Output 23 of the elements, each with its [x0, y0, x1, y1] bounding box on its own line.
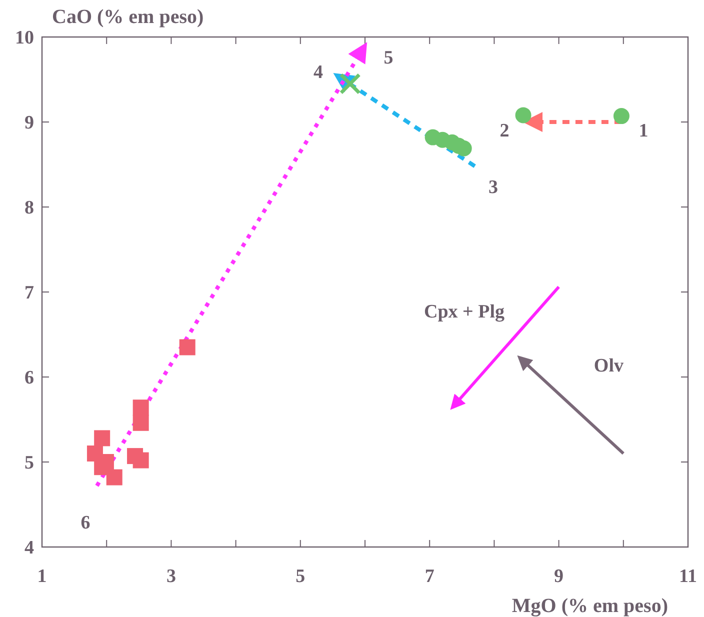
y-tick-label: 4	[24, 538, 34, 559]
y-tick-label: 10	[15, 28, 34, 49]
y-tick-label: 9	[24, 112, 34, 134]
x-axis-title: MgO (% em peso)	[512, 595, 668, 617]
x-tick-label: 7	[424, 566, 435, 587]
series-label: Olv	[594, 356, 624, 377]
x-tick-label: 3	[166, 566, 176, 587]
y-tick-label: 6	[24, 368, 34, 389]
annotation: 4	[313, 62, 324, 83]
x-tick-label: 1	[37, 566, 47, 587]
x-tick-label: 5	[296, 566, 306, 587]
annotation: 1	[638, 120, 648, 142]
annotation: 2	[500, 120, 510, 142]
y-tick-label: 8	[24, 198, 34, 219]
y-axis-title: CaO (% em peso)	[52, 6, 204, 28]
series-label: Cpx + Plg	[424, 301, 506, 322]
annotation: 5	[384, 48, 394, 69]
annotation: 6	[80, 512, 90, 534]
x-tick-label: 11	[679, 566, 697, 587]
y-tick-label: 7	[24, 282, 34, 304]
annotation: 3	[488, 176, 498, 198]
y-tick-label: 5	[24, 452, 34, 474]
x-tick-label: 9	[554, 566, 564, 587]
